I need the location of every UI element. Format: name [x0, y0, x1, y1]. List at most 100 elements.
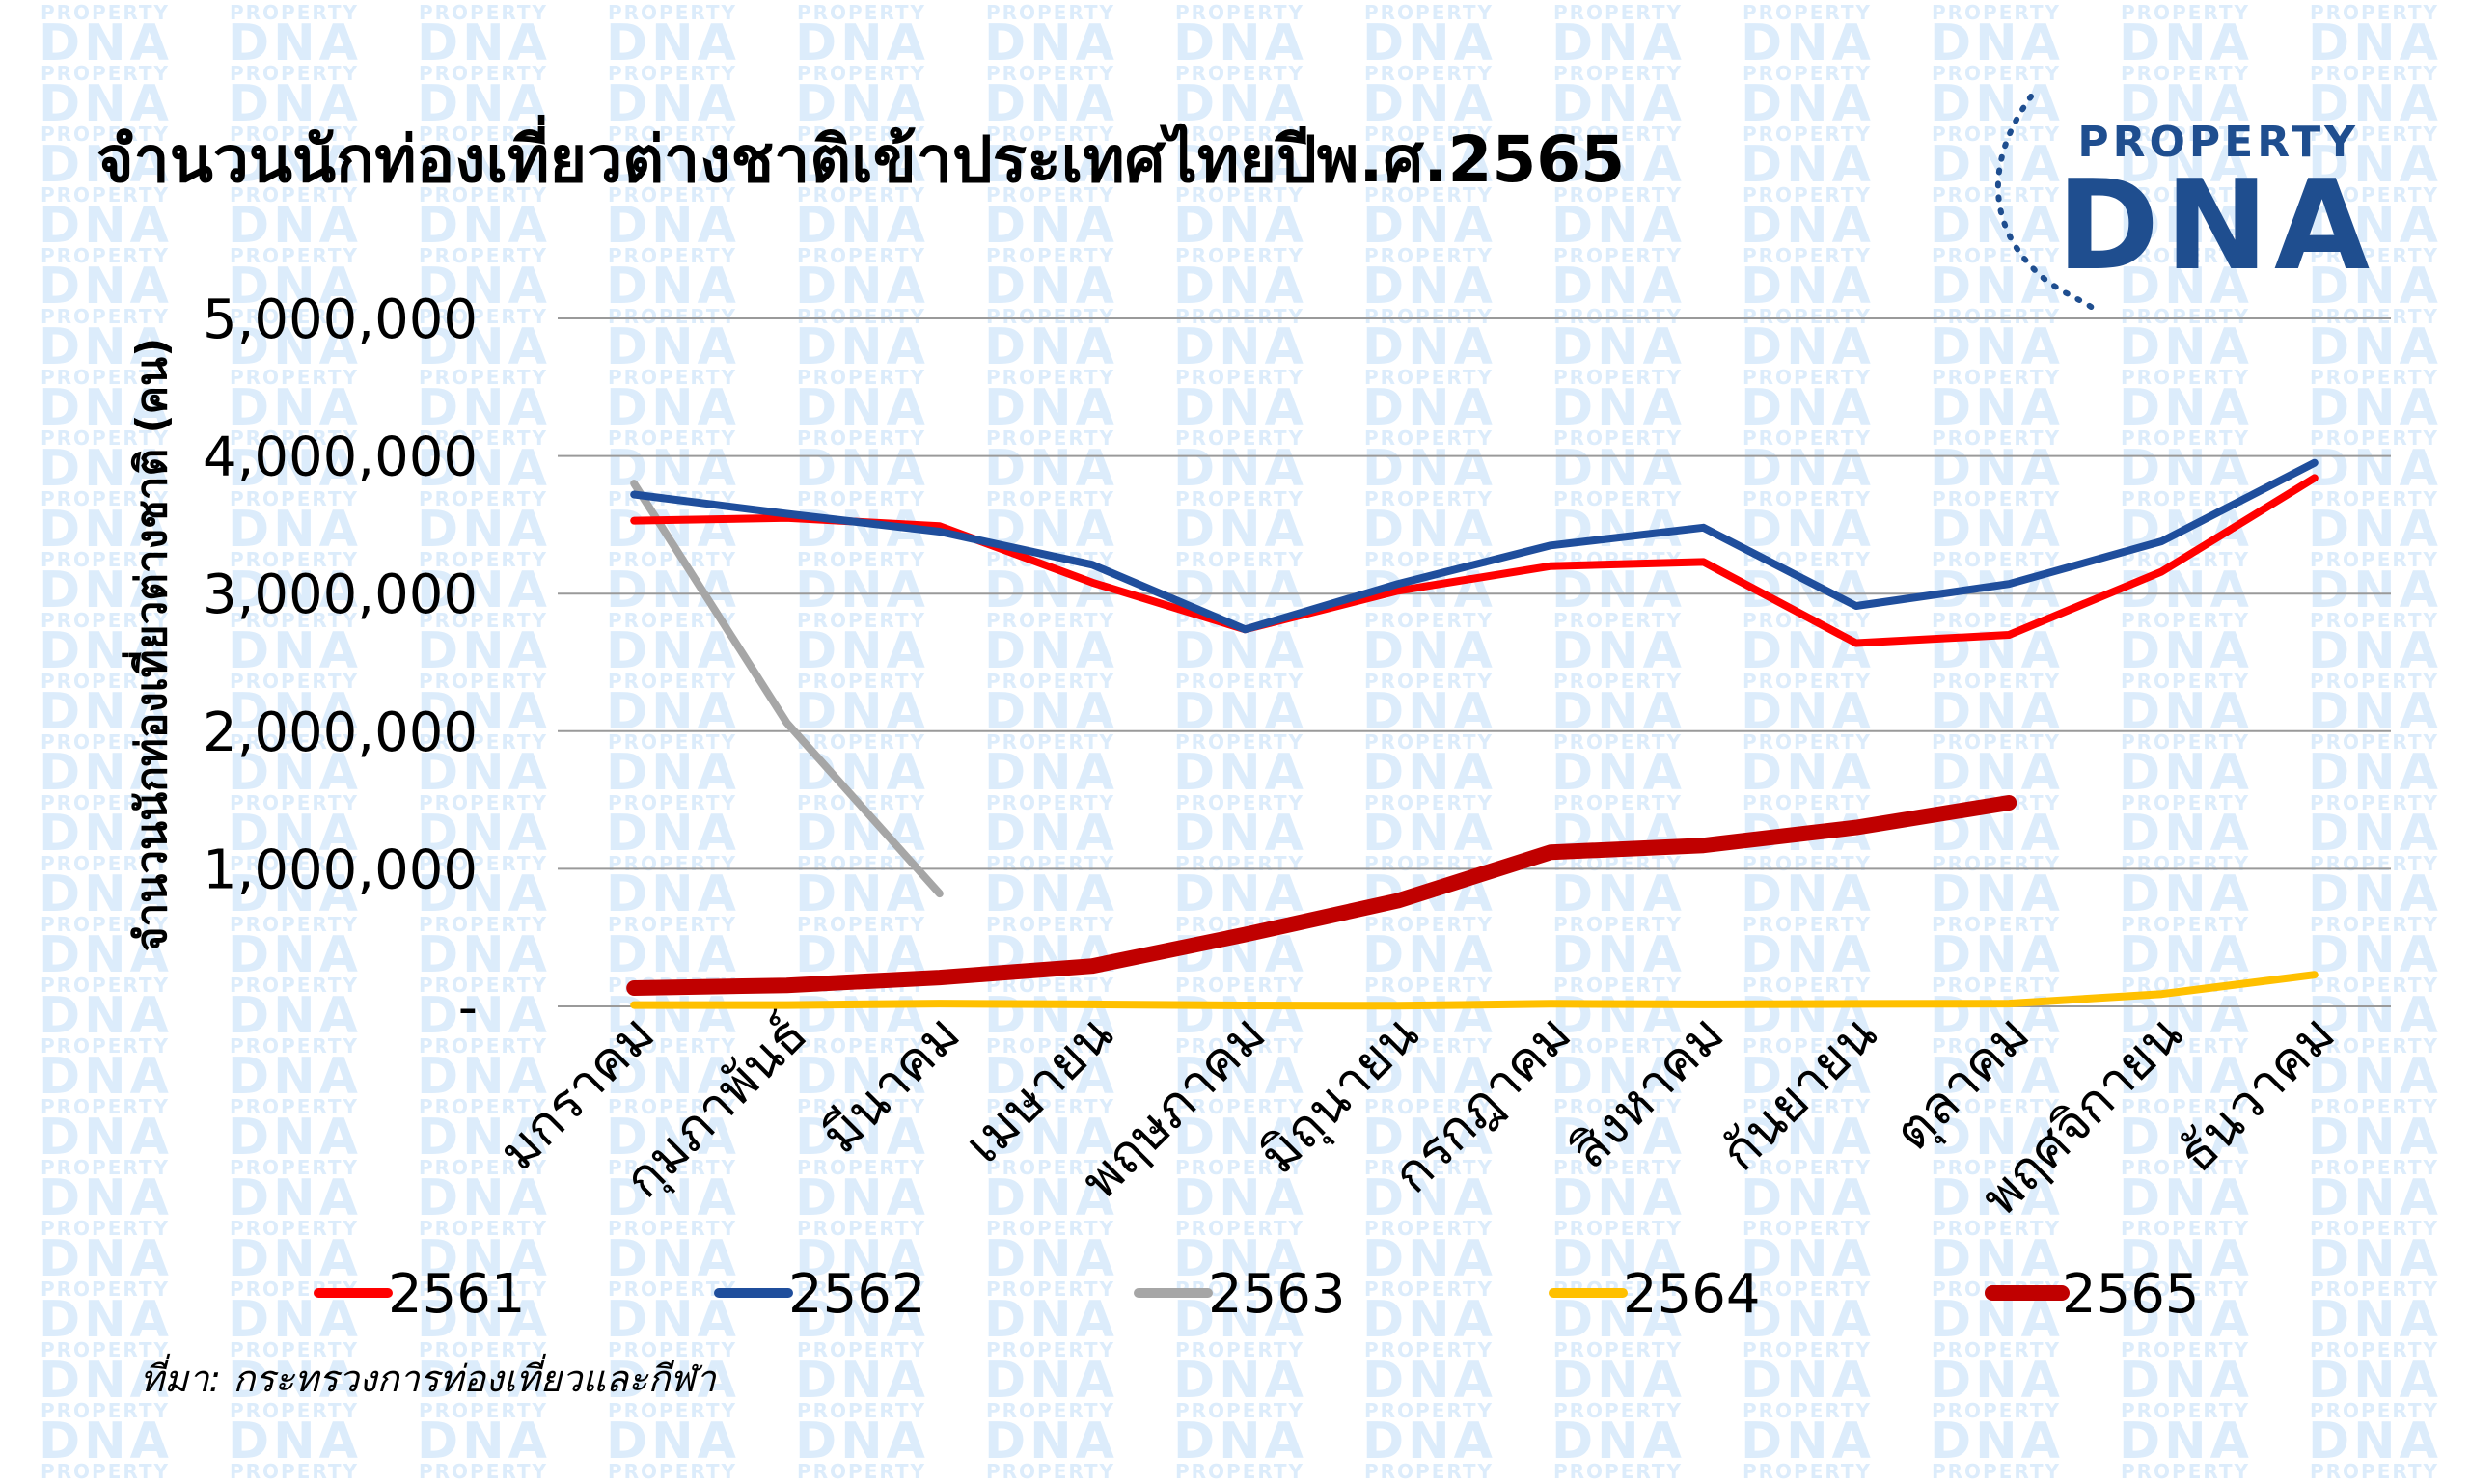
svg-text:PROPERTY: PROPERTY	[230, 791, 359, 814]
svg-text:PROPERTY: PROPERTY	[1175, 366, 1304, 389]
svg-text:PROPERTY: PROPERTY	[1932, 548, 2061, 571]
svg-text:PROPERTY: PROPERTY	[1932, 366, 2061, 389]
svg-text:PROPERTY: PROPERTY	[1364, 305, 1494, 328]
svg-text:PROPERTY: PROPERTY	[41, 791, 170, 814]
svg-text:PROPERTY: PROPERTY	[419, 426, 548, 450]
svg-text:PROPERTY: PROPERTY	[41, 366, 170, 389]
svg-text:DNA: DNA	[606, 866, 740, 923]
svg-text:PROPERTY: PROPERTY	[1743, 487, 1872, 510]
y-axis-title: จำนวนนักท่องเที่ยวต่างชาติ (คน)	[122, 338, 177, 951]
svg-text:DNA: DNA	[417, 197, 551, 255]
series-line-2562	[630, 458, 2319, 634]
svg-text:DNA: DNA	[2308, 75, 2442, 133]
svg-text:DNA: DNA	[1551, 562, 1686, 619]
svg-text:PROPERTY: PROPERTY	[1743, 670, 1872, 693]
svg-text:PROPERTY: PROPERTY	[41, 487, 170, 510]
svg-text:DNA: DNA	[1551, 197, 1686, 255]
svg-text:PROPERTY: PROPERTY	[797, 62, 926, 85]
svg-text:PROPERTY: PROPERTY	[1175, 123, 1304, 146]
svg-text:DNA: DNA	[606, 622, 740, 680]
svg-text:DNA: DNA	[1362, 75, 1496, 133]
svg-text:DNA: DNA	[984, 622, 1118, 680]
svg-text:PROPERTY: PROPERTY	[1175, 426, 1304, 450]
svg-text:DNA: DNA	[984, 197, 1118, 255]
svg-text:DNA: DNA	[1930, 258, 2064, 316]
svg-text:PROPERTY: PROPERTY	[797, 1, 926, 24]
svg-text:PROPERTY: PROPERTY	[230, 366, 359, 389]
svg-text:PROPERTY: PROPERTY	[41, 305, 170, 328]
svg-text:DNA: DNA	[228, 197, 362, 255]
svg-text:DNA: DNA	[417, 501, 551, 559]
svg-text:DNA: DNA	[795, 75, 929, 133]
svg-text:DNA: DNA	[984, 258, 1118, 316]
svg-text:PROPERTY: PROPERTY	[608, 366, 737, 389]
svg-text:DNA: DNA	[606, 75, 740, 133]
svg-text:PROPERTY: PROPERTY	[1364, 609, 1494, 632]
svg-text:PROPERTY: PROPERTY	[1743, 366, 1872, 389]
svg-text:PROPERTY: PROPERTY	[419, 730, 548, 754]
svg-text:PROPERTY: PROPERTY	[2121, 670, 2250, 693]
svg-text:PROPERTY: PROPERTY	[1553, 123, 1683, 146]
svg-text:PROPERTY: PROPERTY	[41, 730, 170, 754]
svg-text:DNA: DNA	[606, 744, 740, 802]
svg-text:DNA: DNA	[984, 14, 1118, 72]
svg-text:DNA: DNA	[1362, 318, 1496, 376]
svg-text:PROPERTY: PROPERTY	[230, 609, 359, 632]
svg-text:DNA: DNA	[1362, 136, 1496, 194]
svg-text:PROPERTY: PROPERTY	[1553, 730, 1683, 754]
y-tick-label: -	[458, 976, 478, 1039]
svg-text:DNA: DNA	[39, 1473, 173, 1480]
svg-text:DNA: DNA	[39, 258, 173, 316]
svg-text:DNA: DNA	[39, 622, 173, 680]
svg-text:DNA: DNA	[2308, 805, 2442, 863]
svg-text:PROPERTY: PROPERTY	[1553, 487, 1683, 510]
svg-text:DNA: DNA	[606, 197, 740, 255]
svg-text:DNA: DNA	[228, 805, 362, 863]
